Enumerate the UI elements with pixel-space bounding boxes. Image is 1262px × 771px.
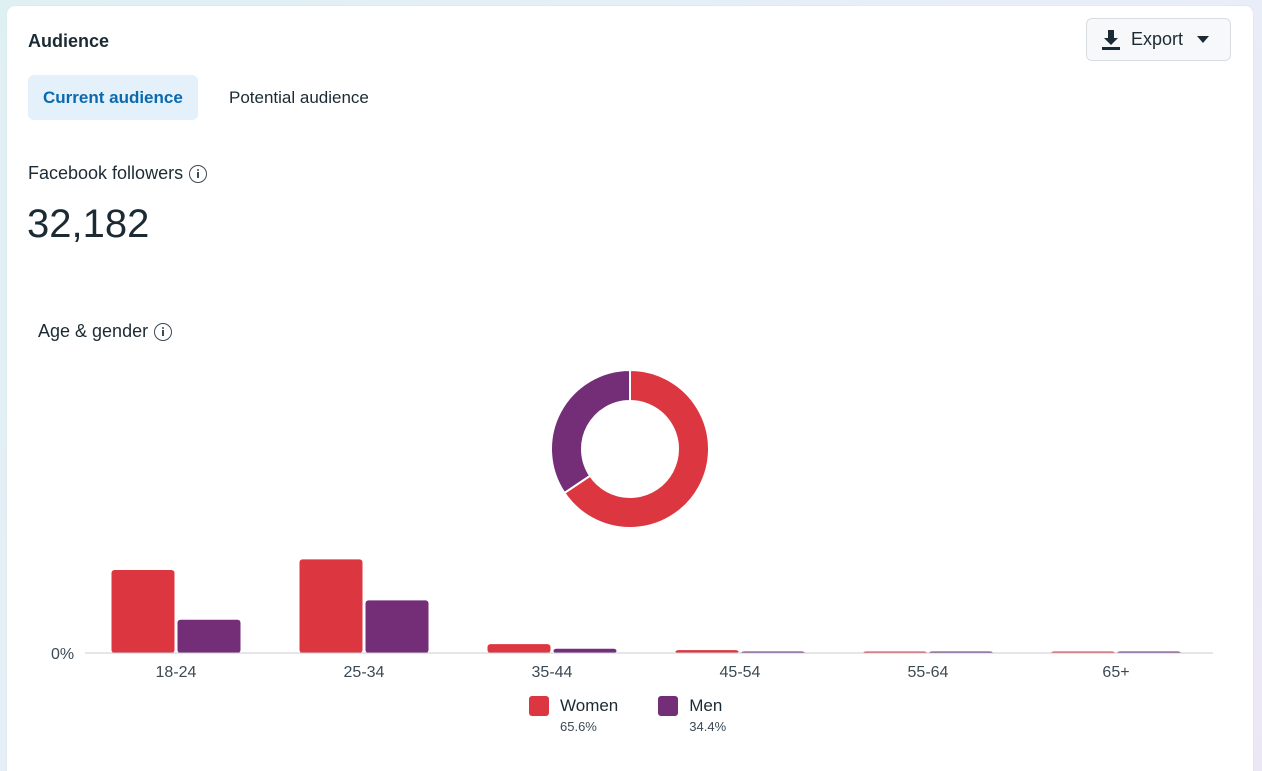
followers-count: 32,182 xyxy=(27,202,150,246)
bar-women-18-24[interactable] xyxy=(111,569,175,653)
tab-potential-audience[interactable]: Potential audience xyxy=(229,88,369,107)
followers-label-row: Facebook followers xyxy=(28,163,208,184)
age-gender-label-row: Age & gender xyxy=(38,321,173,342)
x-tick-label: 35-44 xyxy=(532,664,573,681)
x-tick-label: 55-64 xyxy=(908,664,949,681)
legend-label-men: Men xyxy=(689,696,723,715)
legend-item-men[interactable]: Men 34.4% xyxy=(658,696,726,734)
download-icon xyxy=(1102,29,1120,50)
bar-men-35-44[interactable] xyxy=(553,648,617,653)
legend-pct-women: 65.6% xyxy=(560,719,597,734)
donut-slice-men[interactable] xyxy=(550,368,631,495)
info-icon[interactable] xyxy=(189,164,208,183)
legend-swatch-men xyxy=(658,696,679,716)
x-tick-label: 18-24 xyxy=(156,664,197,681)
followers-label: Facebook followers xyxy=(28,163,184,183)
bar-women-25-34[interactable] xyxy=(299,559,363,653)
donut-slice-women[interactable] xyxy=(562,368,710,529)
bar-men-18-24[interactable] xyxy=(177,619,241,653)
x-tick-label: 45-54 xyxy=(720,664,761,681)
age-gender-label: Age & gender xyxy=(38,321,149,341)
bar-men-25-34[interactable] xyxy=(365,600,429,653)
legend-item-women[interactable]: Women 65.6% xyxy=(529,696,618,734)
legend-swatch-women xyxy=(529,696,549,716)
bar-women-45-54[interactable] xyxy=(675,650,739,653)
page-title: Audience xyxy=(28,31,110,51)
export-button[interactable]: Export xyxy=(1086,18,1231,61)
age-gender-info-icon[interactable] xyxy=(154,322,173,341)
audience-card: Audience Export Current audience Potenti… xyxy=(7,6,1253,771)
legend-label-women: Women xyxy=(560,696,619,715)
caret-down-icon xyxy=(1197,36,1210,43)
x-tick-label: 25-34 xyxy=(344,664,385,681)
export-button-label: Export xyxy=(1131,29,1184,49)
bar-women-35-44[interactable] xyxy=(487,644,551,653)
x-tick-label: 65+ xyxy=(1102,664,1129,681)
chart-legend: Women 65.6% Men 34.4% xyxy=(529,696,726,734)
age-gender-chart: 18-24 25-34 35-44 45-54 55-64 65+ 0% xyxy=(51,368,1213,681)
y-tick-label: 0% xyxy=(51,646,74,663)
tab-current-audience[interactable]: Current audience xyxy=(28,75,198,120)
legend-pct-men: 34.4% xyxy=(689,719,727,734)
